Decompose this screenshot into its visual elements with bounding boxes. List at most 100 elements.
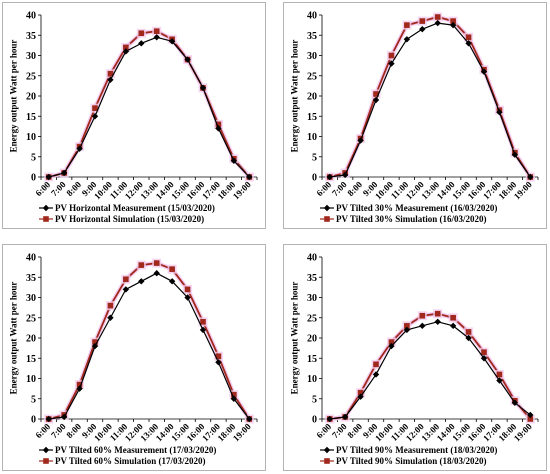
legend-point xyxy=(323,446,331,453)
simulation-point xyxy=(153,28,160,34)
simulation-point xyxy=(419,18,426,24)
measurement-point xyxy=(388,60,395,67)
simulation-point xyxy=(357,389,364,396)
simulation-point xyxy=(169,266,175,272)
y-tick-label: 5 xyxy=(312,394,317,405)
x-tick-label: 8:00 xyxy=(64,179,83,198)
measurement-point xyxy=(372,371,380,378)
measurement-point xyxy=(60,169,68,177)
simulation-point xyxy=(215,353,222,360)
legend-simulation-marker xyxy=(320,457,334,465)
measurement-point xyxy=(184,56,191,63)
measurement-point xyxy=(465,334,472,342)
y-tick-label: 5 xyxy=(31,394,36,405)
chart-panel-tilted-30: 0 5 10 15 20 25 30 35 40 6:00 7:00 8:00 9:00 10:00 11:… xyxy=(283,2,547,229)
simulation-point xyxy=(388,52,395,59)
y-tick-label: 20 xyxy=(26,92,36,103)
y-tick-label: 15 xyxy=(26,354,36,365)
y-tick-label: 15 xyxy=(26,112,36,123)
y-axis-label: Energy output Watt per hour xyxy=(7,281,18,395)
simulation-point xyxy=(419,312,426,319)
measurement-point xyxy=(403,326,411,334)
x-tick-label: 7:00 xyxy=(330,179,349,198)
y-tick-label: 35 xyxy=(26,273,36,284)
simulation-series-line xyxy=(48,262,251,420)
y-tick-label: 30 xyxy=(26,293,36,304)
measurement-point xyxy=(388,342,395,350)
measurement-series-line xyxy=(48,272,250,420)
x-tick-label: 19:00 xyxy=(231,421,253,443)
chart-panel-tilted-60: 0 5 10 15 20 25 30 35 40 6:00 7:00 8:00 9:00 10:00 11:… xyxy=(2,244,266,471)
simulation-point xyxy=(496,371,503,378)
y-tick-label: 30 xyxy=(307,293,317,304)
measurement-point xyxy=(419,322,426,330)
legend-point xyxy=(43,215,49,222)
simulation-point xyxy=(465,34,472,41)
legend-label: PV Tilted 60% Measurement (17/03/2020) xyxy=(55,444,217,455)
measurement-point xyxy=(199,84,207,92)
measurement-point xyxy=(122,48,130,55)
legend: PV Tilted 90% Measurement (18/03/2020) PV… xyxy=(320,444,497,466)
measurement-point xyxy=(246,415,253,423)
y-tick-label: 15 xyxy=(307,112,317,123)
y-tick-label: 10 xyxy=(26,132,36,143)
measurement-point xyxy=(230,157,238,164)
legend-point xyxy=(42,204,50,211)
measurement-point xyxy=(496,109,503,116)
legend-label: PV Tilted 60% Simulation (17/03/2020) xyxy=(55,455,206,466)
simulation-point xyxy=(107,302,114,309)
simulation-point xyxy=(434,14,441,20)
y-tick-label: 30 xyxy=(26,51,36,62)
legend-point xyxy=(324,215,330,222)
x-tick-label: 8:00 xyxy=(345,421,364,440)
x-tick-label: 7:00 xyxy=(49,421,68,440)
x-tick-label: 6:00 xyxy=(315,421,334,440)
series-glow xyxy=(48,28,252,180)
simulation-series-line xyxy=(48,30,250,178)
simulation-point xyxy=(138,30,145,37)
legend-label: PV Horizontal Measurement (15/03/2020) xyxy=(55,202,215,213)
measurement-point xyxy=(107,76,114,83)
y-tick-label: 25 xyxy=(26,71,36,82)
measurement-point xyxy=(326,173,333,181)
measurement-point xyxy=(357,137,364,144)
y-tick-label: 25 xyxy=(307,71,317,82)
legend-entry: PV Tilted 90% Measurement (18/03/2020) xyxy=(320,444,497,455)
x-tick-label: 6:00 xyxy=(34,179,53,198)
legend-entry: PV Horizontal Measurement (15/03/2020) xyxy=(39,202,215,213)
simulation-point xyxy=(107,70,114,77)
measurement-point xyxy=(107,314,114,321)
y-tick-label: 25 xyxy=(307,313,317,324)
y-tick-label: 0 xyxy=(31,415,36,426)
measurement-point xyxy=(326,415,333,423)
simulation-point xyxy=(404,323,410,329)
y-axis-label: Energy output Watt per hour xyxy=(288,281,299,395)
legend-label: PV Tilted 90% Simulation (18/03/2020) xyxy=(336,455,487,466)
legend-entry: PV Tilted 60% Measurement (17/03/2020) xyxy=(39,444,216,455)
series-glow xyxy=(329,311,533,422)
y-tick-label: 20 xyxy=(26,334,36,345)
y-tick-label: 25 xyxy=(26,313,36,324)
measurement-point xyxy=(465,40,472,47)
chart-svg: 05101520253035406:007:008:009:0010:0011:… xyxy=(307,11,539,201)
simulation-point xyxy=(123,276,129,283)
y-tick-label: 40 xyxy=(26,253,36,264)
simulation-point xyxy=(434,310,441,317)
chart-panel-horizontal: 0 5 10 15 20 25 30 35 40 6:00 7:00 8:00 9:00 10:00 11:… xyxy=(2,2,266,229)
y-tick-label: 15 xyxy=(307,354,317,365)
y-tick-label: 10 xyxy=(26,374,36,385)
legend-entry: PV Horizontal Simulation (15/03/2020) xyxy=(39,213,215,224)
legend-point xyxy=(324,457,330,464)
y-tick-label: 40 xyxy=(307,11,317,22)
simulation-point xyxy=(373,361,379,368)
simulation-series-line xyxy=(329,312,531,420)
simulation-point xyxy=(481,349,487,355)
legend: PV Tilted 30% Measurement (16/03/2020) PV… xyxy=(320,202,497,224)
measurement-point xyxy=(215,125,222,132)
simulation-point xyxy=(450,18,456,24)
measurement-point xyxy=(76,385,83,392)
legend-label: PV Tilted 30% Simulation (16/03/2020) xyxy=(336,213,487,224)
measurement-point xyxy=(511,399,519,406)
measurement-point xyxy=(341,413,349,421)
simulation-point xyxy=(92,339,98,345)
